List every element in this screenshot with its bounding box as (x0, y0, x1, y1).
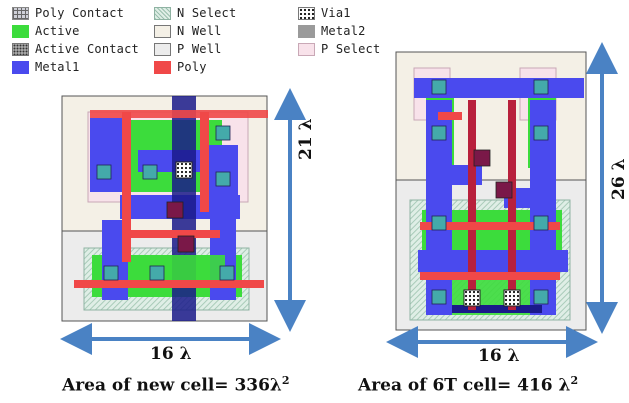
legend-label: P Select (321, 42, 381, 56)
legend-item-n-select: N Select (154, 4, 236, 22)
legend-item-metal2: Metal2 (298, 22, 366, 40)
legend-item-n-well: N Well (154, 22, 222, 40)
legend-item-active-contact: Active Contact (12, 40, 139, 58)
legend-label: Metal1 (35, 60, 80, 74)
legend-label: Active Contact (35, 42, 139, 56)
legend-label: Via1 (321, 6, 351, 20)
left-caption-superscript: 2 (281, 374, 290, 387)
via1-swatch (298, 6, 315, 20)
legend-label: N Select (177, 6, 237, 20)
p-select-swatch (298, 42, 315, 56)
left-cell-caption: Area of new cell= 336λ2 (62, 374, 290, 396)
n-select-swatch (154, 6, 171, 20)
legend-label: Poly Contact (35, 6, 125, 20)
legend-label: N Well (177, 24, 222, 38)
n-well-swatch (154, 24, 171, 38)
six-t-cell-layout (395, 51, 587, 331)
legend-item-via1: Via1 (298, 4, 351, 22)
metal1-swatch (12, 60, 29, 74)
legend-item-active: Active (12, 22, 80, 40)
poly-contact-swatch (12, 6, 29, 20)
metal2-swatch (298, 24, 315, 38)
legend-item-poly-contact: Poly Contact (12, 4, 124, 22)
right-caption-superscript: 2 (570, 374, 579, 387)
legend-label: Poly (177, 60, 207, 74)
legend-label: Active (35, 24, 80, 38)
right-cell-caption: Area of 6T cell= 416 λ2 (358, 374, 578, 396)
legend-item-metal1: Metal1 (12, 58, 80, 76)
active-swatch (12, 24, 29, 38)
left-caption-text: Area of new cell= 336λ (62, 375, 282, 396)
right-caption-text: Area of 6T cell= 416 λ (358, 375, 571, 396)
legend-item-poly: Poly (154, 58, 207, 76)
p-well-swatch (154, 42, 171, 56)
layer-legend: Poly Contact Active Active Contact Metal… (0, 0, 400, 75)
legend-label: Metal2 (321, 24, 366, 38)
legend-item-p-well: P Well (154, 40, 222, 58)
active-contact-swatch (12, 42, 29, 56)
left-width-label: 16 λ (150, 344, 192, 364)
legend-label: P Well (177, 42, 222, 56)
legend-item-p-select: P Select (298, 40, 380, 58)
right-height-label: 26 λ (609, 158, 629, 201)
new-cell-layout (61, 95, 268, 322)
right-width-label: 16 λ (478, 346, 520, 366)
left-height-label: 21 λ (296, 118, 316, 161)
poly-swatch (154, 60, 171, 74)
